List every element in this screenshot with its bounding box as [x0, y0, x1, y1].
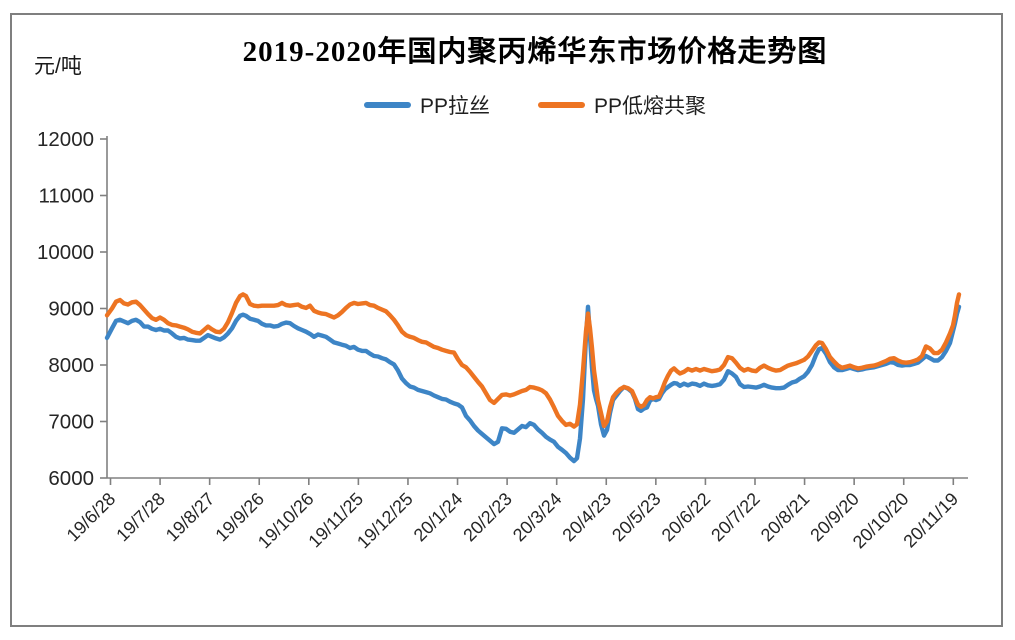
chart-border — [10, 13, 1003, 627]
x-tick-label: 20/10/20 — [849, 489, 913, 553]
series-line-pp-dirong-gongju — [104, 292, 962, 429]
x-tick-label: 19/12/25 — [353, 489, 417, 553]
x-tick-label: 19/10/26 — [254, 489, 318, 553]
y-tick-label: 9000 — [48, 298, 94, 321]
y-axis-unit-label: 元/吨 — [34, 55, 82, 78]
legend-item-pp-lasi: PP拉丝 — [363, 90, 490, 120]
y-tick-label: 10000 — [37, 241, 94, 264]
x-tick-label: 20/7/22 — [707, 489, 764, 546]
x-tick-label: 20/4/23 — [558, 489, 615, 546]
legend-item-pp-dirong-gongju: PP低熔共聚 — [538, 90, 706, 120]
x-tick-label: 20/11/19 — [899, 489, 962, 552]
x-tick-label: 20/6/22 — [658, 489, 715, 546]
y-tick-label: 6000 — [48, 467, 94, 490]
series-line-pp-lasi — [104, 304, 962, 464]
legend-label-pp-lasi: PP拉丝 — [419, 95, 490, 118]
x-tick-label: 20/5/23 — [608, 489, 665, 546]
x-tick-label: 20/3/24 — [509, 489, 566, 546]
x-tick-label: 19/8/27 — [162, 489, 219, 546]
x-tick-label: 19/7/28 — [112, 489, 169, 546]
y-tick-label: 8000 — [48, 354, 94, 377]
legend-swatch-orange — [538, 102, 585, 108]
legend-label-pp-dirong-gongju: PP低熔共聚 — [594, 95, 707, 118]
x-tick-label: 20/2/23 — [459, 489, 516, 546]
chart-title: 2019-2020年国内聚丙烯华东市场价格走势图 — [242, 36, 828, 68]
y-tick-label: 12000 — [37, 128, 94, 151]
legend: PP拉丝 PP低熔共聚 — [100, 90, 970, 120]
x-tick-label: 20/8/21 — [757, 489, 814, 546]
legend-swatch-blue — [363, 102, 411, 108]
x-tick-label: 20/1/24 — [410, 489, 467, 546]
y-tick-label: 11000 — [39, 185, 94, 208]
x-tick-label: 19/6/28 — [63, 489, 120, 546]
y-tick-label: 7000 — [48, 411, 94, 434]
